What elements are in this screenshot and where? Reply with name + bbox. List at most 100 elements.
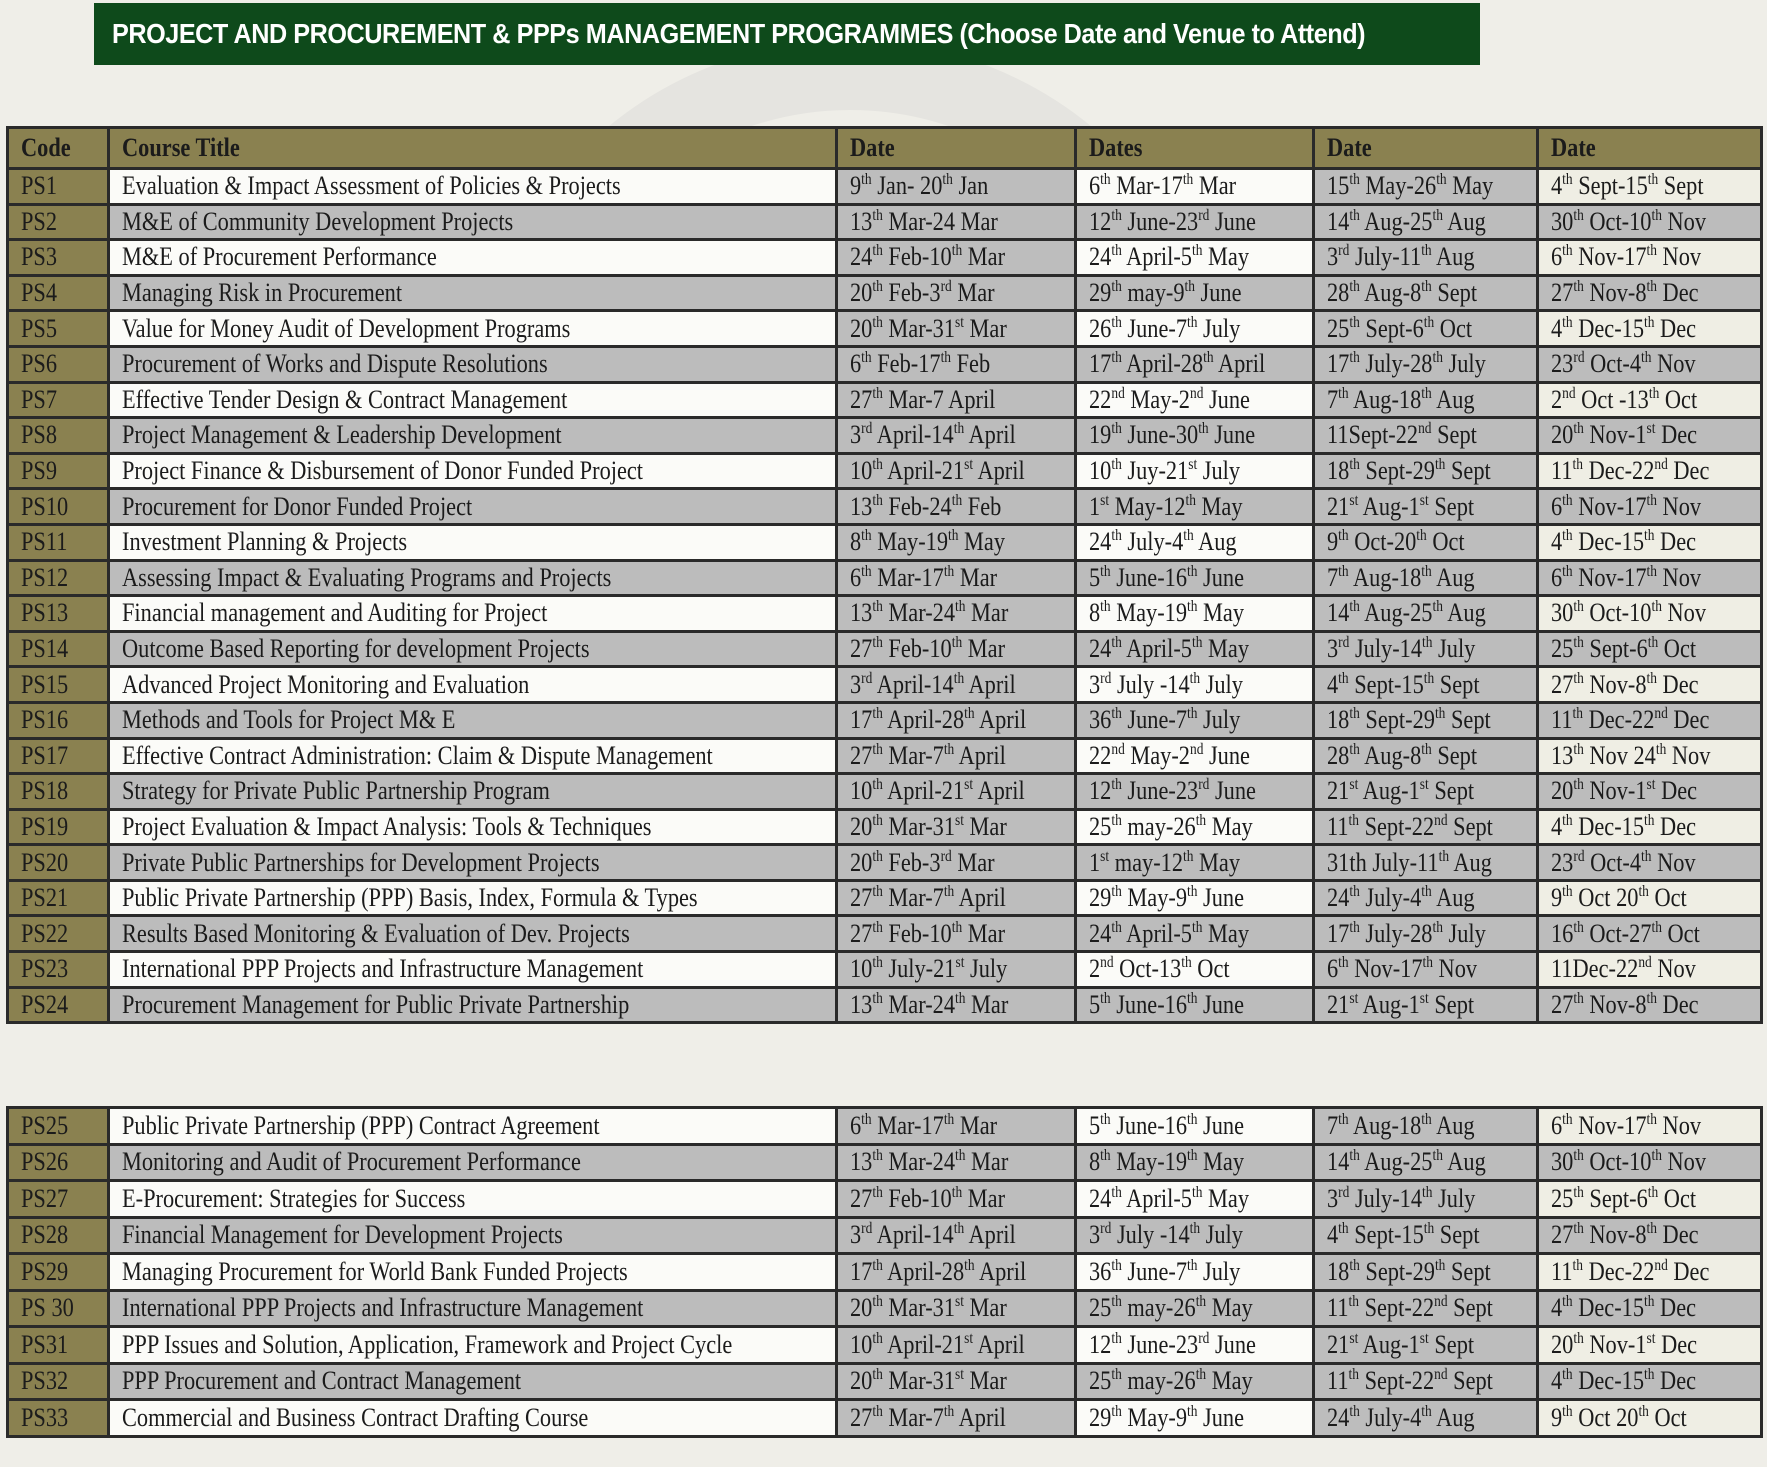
date-range: 6th Feb-17th Feb	[850, 349, 991, 379]
date-range: 22nd May-2nd June	[1089, 740, 1250, 770]
date-range: 6th Nov-17th Nov	[1551, 562, 1702, 592]
date-range: 14th Aug-25th Aug	[1327, 598, 1486, 628]
course-code: PS4	[21, 278, 58, 308]
date-cell-4: 6th Nov-17th Nov	[1536, 558, 1763, 598]
course-code: PS12	[21, 562, 69, 592]
date-cell-4: 6th Nov-17th Nov	[1536, 238, 1763, 277]
date-cell-2: 19th June-30th June	[1074, 416, 1315, 455]
table-row: PS20 Private Public Partnerships for Deve…	[6, 843, 1763, 882]
course-code: PS16	[21, 705, 69, 735]
date-range: 17th July-28th July	[1327, 918, 1486, 948]
date-cell-2: 10th Juy-21st July	[1074, 451, 1315, 491]
course-code-cell: PS 30	[6, 1288, 110, 1328]
course-code-cell: PS13	[6, 594, 110, 633]
course-title-cell: Project Evaluation & Impact Analysis: To…	[107, 807, 838, 847]
course-title-cell: Methods and Tools for Project M& E	[107, 700, 838, 740]
date-cell-1: 13th Mar-24th Mar	[835, 985, 1077, 1025]
course-code: PS5	[21, 313, 58, 343]
date-cell-2: 24th April-5th May	[1074, 914, 1315, 954]
date-cell-1: 13th Mar-24th Mar	[835, 1142, 1077, 1182]
header-date-4: Date	[1536, 126, 1763, 170]
course-code: PS23	[21, 954, 69, 984]
date-cell-4: 2nd Oct -13th Oct	[1536, 380, 1763, 420]
course-code: PS13	[21, 598, 69, 628]
date-cell-1: 3rd April-14th April	[835, 665, 1077, 704]
date-cell-2: 12th June-23rd June	[1074, 772, 1315, 811]
date-range: 27th Feb-10th Mar	[850, 1183, 1006, 1213]
course-title: Public Private Partnership (PPP) Contrac…	[122, 1110, 600, 1140]
date-cell-3: 14th Aug-25th Aug	[1312, 594, 1539, 633]
course-title: Assessing Impact & Evaluating Programs a…	[122, 562, 612, 592]
date-cell-1: 6th Mar-17th Mar	[835, 1106, 1077, 1146]
course-code-cell: PS18	[6, 772, 110, 811]
course-title-cell: Assessing Impact & Evaluating Programs a…	[107, 558, 838, 598]
table-row: PS13 Financial management and Auditing fo…	[6, 594, 1763, 633]
date-range: 3rd April-14th April	[850, 1220, 1016, 1250]
date-cell-1: 10th April-21st April	[835, 772, 1077, 811]
date-range: 11th Sept-22nd Sept	[1327, 1366, 1493, 1396]
date-cell-4: 6th Nov-17th Nov	[1536, 487, 1763, 526]
date-range: 6th Nov-17th Nov	[1551, 242, 1702, 272]
date-cell-1: 27th Feb-10th Mar	[835, 914, 1077, 954]
date-range: 20th Mar-31st Mar	[850, 811, 1007, 841]
date-cell-4: 27th Nov-8th Dec	[1536, 665, 1763, 704]
date-range: 23rd Oct-4th Nov	[1551, 349, 1696, 379]
date-cell-3: 18th Sept-29th Sept	[1312, 1252, 1539, 1292]
date-range: 7th Aug-18th Aug	[1327, 384, 1475, 414]
course-title: Strategy for Private Public Partnership …	[122, 776, 550, 806]
course-code: PS17	[21, 740, 69, 770]
table-row: PS24 Procurement Management for Public Pr…	[6, 985, 1763, 1025]
course-title: Private Public Partnerships for Developm…	[122, 847, 600, 877]
course-title-cell: International PPP Projects and Infrastru…	[107, 950, 838, 989]
course-code: PS1	[21, 171, 58, 201]
date-cell-1: 27th Mar-7th April	[835, 736, 1077, 776]
course-code-cell: PS7	[6, 380, 110, 420]
date-cell-1: 17th April-28th April	[835, 1252, 1077, 1292]
date-range: 5th June-16th June	[1089, 989, 1245, 1019]
date-range: 18th Sept-29th Sept	[1327, 456, 1491, 486]
date-cell-3: 3rd July-14th July	[1312, 629, 1539, 669]
date-range: 7th Aug-18th Aug	[1327, 562, 1475, 592]
date-range: 19th June-30th June	[1089, 420, 1256, 450]
course-title: Procurement for Donor Funded Project	[122, 491, 473, 521]
date-range: 20th Nov-1st Dec	[1551, 776, 1698, 806]
date-range: 25th Sept-6th Oct	[1551, 634, 1697, 664]
course-title: PPP Issues and Solution, Application, Fr…	[122, 1329, 733, 1359]
date-cell-4: 27th Nov-8th Dec	[1536, 1215, 1763, 1255]
table-row: PS8 Project Management & Leadership Devel…	[6, 416, 1763, 455]
course-code: PS18	[21, 776, 69, 806]
course-title: Outcome Based Reporting for development …	[122, 634, 590, 664]
date-range: 20th Nov-1st Dec	[1551, 420, 1698, 450]
date-cell-1: 27th Mar-7 April	[835, 380, 1077, 420]
date-range: 10th April-21st April	[850, 776, 1025, 806]
date-range: 17th April-28th April	[1089, 349, 1266, 379]
course-code: PS22	[21, 918, 69, 948]
date-range: 4th Dec-15th Dec	[1551, 1366, 1697, 1396]
table-row: PS25 Public Private Partnership (PPP) Con…	[6, 1106, 1763, 1146]
date-range: 11Dec-22nd Nov	[1551, 954, 1696, 984]
date-range: 8th May-19th May	[1089, 598, 1245, 628]
course-code: PS31	[21, 1329, 69, 1359]
date-range: 2nd Oct -13th Oct	[1551, 384, 1698, 414]
date-range: 27th Nov-8th Dec	[1551, 669, 1699, 699]
date-range: 3rd July-11th Aug	[1327, 242, 1475, 272]
course-code: PS2	[21, 206, 58, 236]
course-code-cell: PS8	[6, 416, 110, 455]
date-range: 36th June-7th July	[1089, 705, 1241, 735]
date-cell-4: 11Dec-22nd Nov	[1536, 950, 1763, 989]
date-range: 4th Dec-15th Dec	[1551, 313, 1697, 343]
table-row: PS10 Procurement for Donor Funded Project…	[6, 487, 1763, 526]
date-cell-4: 9th Oct 20th Oct	[1536, 1398, 1763, 1438]
date-range: 27th Feb-10th Mar	[850, 634, 1006, 664]
date-range: 30th Oct-10th Nov	[1551, 598, 1707, 628]
course-title-cell: Evaluation & Impact Assessment of Polici…	[107, 167, 838, 206]
date-range: 29th may-9th June	[1089, 278, 1242, 308]
course-code: PS29	[21, 1256, 69, 1286]
date-range: 24th July-4th Aug	[1327, 883, 1475, 913]
date-cell-4: 13th Nov 24th Nov	[1536, 736, 1763, 776]
date-cell-1: 6th Mar-17th Mar	[835, 558, 1077, 598]
date-cell-2: 29th may-9th June	[1074, 273, 1315, 313]
date-cell-2: 2nd Oct-13th Oct	[1074, 950, 1315, 989]
date-cell-4: 4th Dec-15th Dec	[1536, 1361, 1763, 1401]
course-code: PS24	[21, 989, 69, 1019]
